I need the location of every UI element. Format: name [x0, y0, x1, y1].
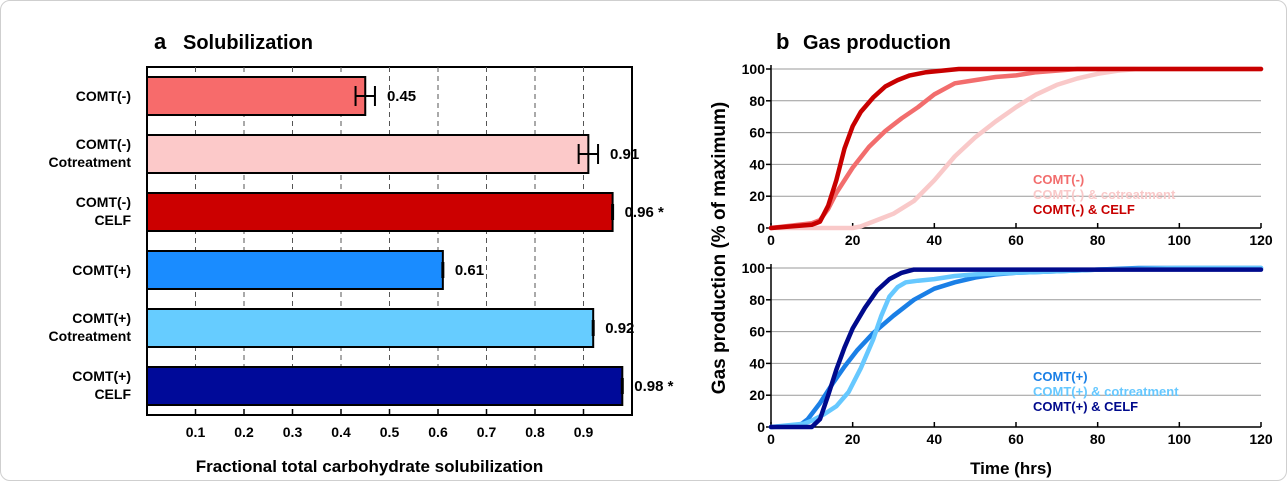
panel-b-x-tick-label: 40 [927, 431, 943, 447]
category-label: COMT(-) [76, 194, 131, 210]
category-label: COMT(+) [72, 262, 131, 278]
panel-b-x-tick-label: 20 [845, 431, 861, 447]
panel-b-x-axis-label: Time (hrs) [970, 459, 1052, 478]
category-label: COMT(+) [72, 310, 131, 326]
series-line-1-3 [768, 66, 1264, 231]
panel-b-x-tick-label: 80 [1090, 431, 1106, 447]
category-label: Cotreatment [49, 154, 132, 170]
panel-b-y-tick-label: 0 [757, 419, 765, 435]
series-line-2-3 [768, 267, 1264, 430]
legend-entry: COMT(-) [1033, 172, 1084, 187]
category-label: COMT(-) [76, 88, 131, 104]
panel-b-x-tick-label: 20 [845, 232, 861, 248]
panel-a-tick-label: 0.4 [331, 424, 351, 440]
panel-b-y-tick-label: 20 [749, 387, 765, 403]
bar-value-label: 0.98 * [634, 378, 673, 395]
category-label: Cotreatment [49, 328, 132, 344]
panel-b-y-tick-label: 40 [749, 156, 765, 172]
panel-a-tick-label: 0.8 [525, 424, 545, 440]
panel-b-letter: b [776, 29, 789, 54]
panel-b-x-tick-label: 0 [767, 431, 775, 447]
panel-a-tick-label: 0.3 [283, 424, 303, 440]
bar-6 [146, 366, 624, 406]
panel-a-title: Solubilization [183, 32, 313, 54]
panel-a-tick-label: 0.7 [477, 424, 497, 440]
panel-b-x-tick-label: 100 [1168, 431, 1192, 447]
panel-a-letter: a [154, 29, 167, 54]
panel-b-y-tick-label: 100 [742, 260, 766, 276]
panel-b-x-tick-label: 0 [767, 232, 775, 248]
panel-a-tick-label: 0.9 [574, 424, 594, 440]
bar-4 [146, 250, 444, 290]
panel-b-y-tick-label: 20 [749, 188, 765, 204]
panel-b-x-tick-label: 60 [1008, 232, 1024, 248]
bar-5 [146, 308, 595, 348]
bar-2 [146, 134, 590, 174]
bar-value-label: 0.91 [610, 146, 639, 163]
category-label: COMT(-) [76, 136, 131, 152]
panel-b-y-tick-label: 0 [757, 220, 765, 236]
panel-a-x-axis-label: Fractional total carbohydrate solubiliza… [196, 457, 544, 476]
panel-b-y-axis-label: Gas production (% of maximum) [709, 102, 730, 394]
panel-a-tick-label: 0.6 [428, 424, 448, 440]
bar-value-label: 0.61 [455, 262, 484, 279]
panel-b-y-tick-label: 60 [749, 324, 765, 340]
panel-b-title: Gas production [803, 32, 951, 54]
bar-value-label: 0.92 [605, 320, 634, 337]
legend-entry: COMT(-) & CELF [1033, 202, 1135, 217]
panel-a-tick-label: 0.5 [380, 424, 400, 440]
panel-b-x-tick-label: 120 [1249, 232, 1273, 248]
panel-b-y-tick-label: 80 [749, 93, 765, 109]
panel-a-tick-label: 0.2 [234, 424, 254, 440]
panel-b-x-tick-label: 120 [1249, 431, 1273, 447]
bar-3 [146, 192, 614, 232]
panel-a-tick-label: 0.1 [186, 424, 206, 440]
legend-entry: COMT(+) [1033, 369, 1088, 384]
legend-entry: COMT(+) & CELF [1033, 399, 1138, 414]
panel-b-x-tick-label: 100 [1168, 232, 1192, 248]
category-label: CELF [94, 386, 131, 402]
panel-b-y-tick-label: 40 [749, 355, 765, 371]
panel-b-y-tick-label: 60 [749, 125, 765, 141]
legend-entry: COMT(-) & cotreatment [1033, 187, 1176, 202]
bar-1 [146, 76, 367, 116]
bar-value-label: 0.96 * [625, 204, 664, 221]
panel-b-y-tick-label: 80 [749, 292, 765, 308]
category-label: COMT(+) [72, 368, 131, 384]
legend-entry: COMT(+) & cotreatment [1033, 384, 1179, 399]
panel-b-x-tick-label: 80 [1090, 232, 1106, 248]
panel-b-y-tick-label: 100 [742, 61, 766, 77]
panel-b-x-tick-label: 40 [927, 232, 943, 248]
category-label: CELF [94, 212, 131, 228]
panel-b-x-tick-label: 60 [1008, 431, 1024, 447]
bar-value-label: 0.45 [387, 88, 416, 105]
